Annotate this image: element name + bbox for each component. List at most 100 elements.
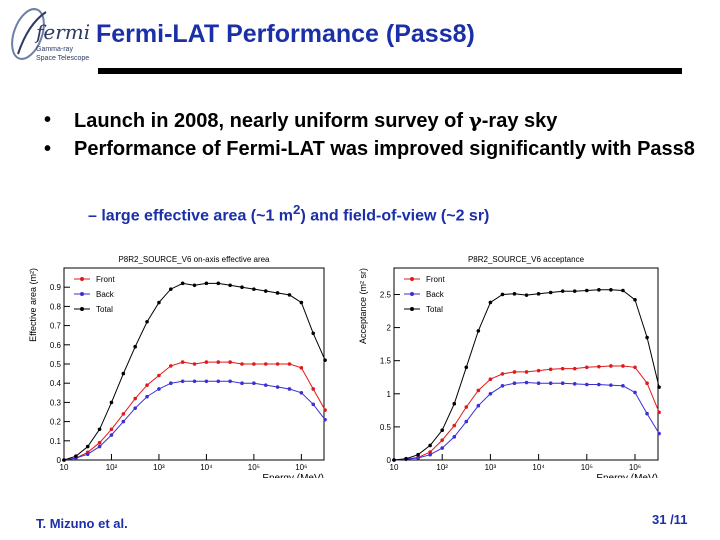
sub-bullet-sup: 2 bbox=[293, 202, 301, 217]
sub-bullet-text-end: ) and field-of-view (~2 sr) bbox=[300, 207, 490, 225]
data-point-total bbox=[287, 293, 292, 297]
data-point-back bbox=[169, 381, 173, 385]
data-point-back bbox=[252, 381, 256, 385]
data-point-back bbox=[97, 444, 102, 449]
data-point-total bbox=[440, 428, 445, 433]
data-point-total bbox=[536, 292, 541, 296]
y-tick-label: 2 bbox=[387, 324, 392, 333]
data-point-back bbox=[572, 382, 577, 386]
data-point-back bbox=[500, 384, 505, 388]
data-point-front bbox=[323, 408, 327, 412]
y-axis-label: Acceptance (m² sr) bbox=[358, 268, 368, 344]
data-point-total bbox=[109, 400, 114, 405]
data-point-front bbox=[157, 373, 161, 378]
data-point-total bbox=[500, 292, 505, 297]
data-point-back bbox=[609, 383, 613, 387]
data-point-total bbox=[263, 289, 268, 293]
x-tick-label: 10⁶ bbox=[629, 463, 641, 472]
data-point-total bbox=[428, 443, 432, 448]
fermi-logo-text: fermi bbox=[36, 20, 91, 44]
data-point-back bbox=[204, 379, 209, 384]
x-tick-label: 10⁶ bbox=[295, 463, 307, 472]
legend-marker-total bbox=[80, 307, 84, 311]
data-point-front bbox=[597, 364, 601, 369]
x-tick-label: 10² bbox=[106, 463, 118, 472]
y-axis-label: Effective area (m²) bbox=[28, 268, 38, 342]
bullet-text: Performance of Fermi-LAT was improved si… bbox=[74, 138, 695, 160]
data-point-back bbox=[548, 381, 553, 385]
gamma-symbol: γ bbox=[468, 108, 482, 132]
bullet-text: -ray sky bbox=[481, 110, 558, 132]
data-point-total bbox=[157, 300, 161, 305]
data-point-front bbox=[609, 364, 613, 368]
data-point-total bbox=[62, 458, 66, 462]
data-point-back bbox=[109, 433, 114, 437]
y-tick-label: 0.6 bbox=[50, 341, 62, 350]
fermi-logo: fermi Gamma-ray Space Telescope bbox=[6, 4, 92, 68]
legend-label-total: Total bbox=[96, 305, 113, 314]
data-point-back bbox=[287, 387, 292, 391]
data-point-total bbox=[74, 454, 78, 458]
data-point-front bbox=[536, 368, 541, 373]
legend-label-total: Total bbox=[426, 305, 443, 314]
bullet-list: • Launch in 2008, nearly uniform survey … bbox=[44, 106, 704, 163]
fermi-logo-line1: Gamma-ray bbox=[36, 46, 73, 53]
legend-marker-back bbox=[410, 292, 414, 296]
x-axis-label: Energy (MeV) bbox=[262, 473, 324, 478]
data-point-back bbox=[476, 403, 481, 408]
data-point-front bbox=[452, 423, 457, 428]
data-point-front bbox=[512, 370, 517, 374]
data-point-total bbox=[121, 371, 126, 376]
data-point-back bbox=[275, 385, 280, 389]
data-point-total bbox=[524, 293, 529, 297]
fermi-logo-swirl-icon bbox=[11, 8, 47, 60]
title-rule bbox=[98, 68, 682, 74]
data-point-back bbox=[263, 383, 268, 387]
data-point-total bbox=[585, 288, 589, 293]
x-tick-label: 10² bbox=[436, 463, 448, 472]
y-tick-label: 0.3 bbox=[50, 398, 62, 407]
legend-marker-front bbox=[410, 277, 414, 281]
bullet-dot: • bbox=[44, 109, 52, 131]
data-point-total bbox=[392, 458, 396, 462]
data-point-total bbox=[609, 288, 613, 292]
data-point-total bbox=[657, 385, 661, 389]
data-point-front bbox=[287, 362, 292, 366]
data-point-back bbox=[597, 382, 601, 387]
data-point-front bbox=[524, 370, 529, 374]
x-tick-label: 10⁵ bbox=[581, 463, 593, 472]
data-point-front bbox=[464, 405, 469, 409]
legend-marker-front bbox=[80, 277, 84, 281]
data-point-total bbox=[560, 289, 565, 293]
data-point-total bbox=[299, 300, 304, 305]
data-point-front bbox=[440, 438, 445, 442]
data-point-back bbox=[633, 390, 637, 395]
data-point-front bbox=[228, 360, 232, 364]
data-point-back bbox=[452, 435, 457, 439]
effective-area-chart: P8R2_SOURCE_V6 on-axis effective area 10 1… bbox=[28, 255, 327, 478]
data-point-front bbox=[169, 364, 173, 368]
data-point-front bbox=[500, 372, 505, 376]
data-point-total bbox=[311, 331, 316, 336]
data-point-total bbox=[548, 290, 553, 295]
legend-label-front: Front bbox=[426, 275, 445, 284]
data-point-total bbox=[216, 281, 221, 286]
data-point-back bbox=[157, 387, 161, 391]
y-tick-label: 0.2 bbox=[50, 418, 62, 427]
data-point-front bbox=[240, 362, 244, 366]
data-point-front bbox=[97, 440, 102, 445]
data-point-total bbox=[621, 288, 625, 293]
data-point-total bbox=[476, 329, 481, 333]
x-tick-label: 10⁴ bbox=[200, 463, 213, 472]
y-tick-label: 0.7 bbox=[50, 322, 62, 331]
data-point-back bbox=[657, 431, 661, 436]
legend-marker-back bbox=[80, 292, 84, 296]
data-point-back bbox=[145, 394, 149, 399]
data-point-total bbox=[133, 344, 137, 349]
data-point-total bbox=[645, 335, 649, 340]
data-point-back bbox=[621, 384, 625, 388]
y-tick-label: 0.1 bbox=[50, 437, 62, 446]
fermi-logo-line2: Space Telescope bbox=[36, 55, 90, 62]
y-tick-label: 0.5 bbox=[380, 423, 392, 432]
